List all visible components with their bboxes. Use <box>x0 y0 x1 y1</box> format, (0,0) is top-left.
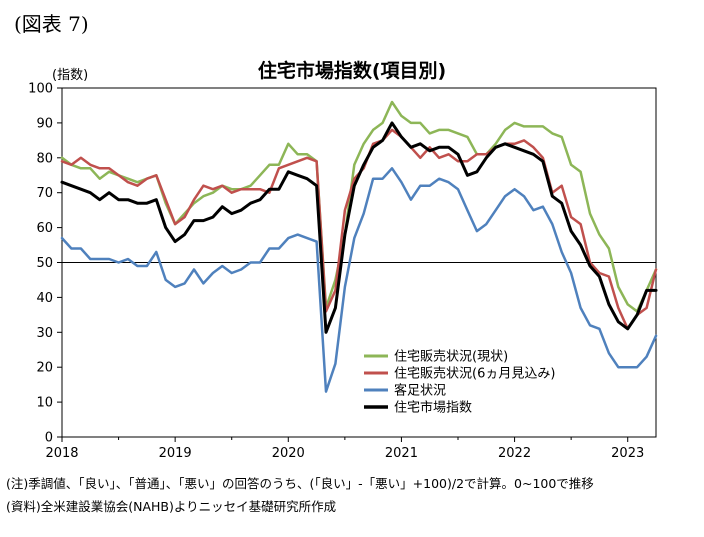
y-axis-unit-label: (指数) <box>52 68 89 83</box>
line-chart: 0 10 20 30 40 50 60 70 80 90 100 2018 2019 2020 2021 20… <box>28 82 658 461</box>
x-tick-label: 2021 <box>385 446 418 461</box>
notes: (注)季調値、「良い」、「普通」、「悪い」の回答のうち、(「良い」-「悪い」+1… <box>6 472 594 518</box>
legend-label-3: 客足状況 <box>394 383 446 399</box>
y-tick-label: 10 <box>36 396 53 411</box>
legend-label-2: 住宅販売状況(6ヵ月見込み) <box>394 366 555 382</box>
y-tick-label: 0 <box>45 431 53 446</box>
y-tick-label: 90 <box>36 116 53 131</box>
figure-label: (図表 7) <box>14 12 89 36</box>
y-tick-label: 40 <box>36 291 53 306</box>
series-line-4 <box>60 121 658 334</box>
series-line-3 <box>60 167 658 393</box>
y-tick-label: 80 <box>36 151 53 166</box>
x-tick-label: 2020 <box>272 446 305 461</box>
note-text: (注)季調値、「良い」、「普通」、「悪い」の回答のうち、(「良い」-「悪い」+1… <box>6 476 594 491</box>
x-tick-label: 2018 <box>45 446 78 461</box>
y-tick-label: 50 <box>36 256 53 271</box>
legend-label-1: 住宅販売状況(現状) <box>394 349 508 365</box>
y-tick-label: 70 <box>36 186 53 201</box>
y-tick-label: 60 <box>36 221 53 236</box>
y-tick-label: 20 <box>36 361 53 376</box>
x-tick-label: 2019 <box>159 446 192 461</box>
series-line-2 <box>60 128 658 331</box>
x-tick-label: 2023 <box>611 446 644 461</box>
y-tick-label: 30 <box>36 326 53 341</box>
x-tick-label: 2022 <box>498 446 531 461</box>
legend-label-4: 住宅市場指数 <box>394 400 472 416</box>
source-text: (資料)全米建設業協会(NAHB)よりニッセイ基礎研究所作成 <box>6 499 337 514</box>
y-tick-label: 100 <box>28 82 53 97</box>
chart-title: 住宅市場指数(項目別) <box>257 60 447 82</box>
